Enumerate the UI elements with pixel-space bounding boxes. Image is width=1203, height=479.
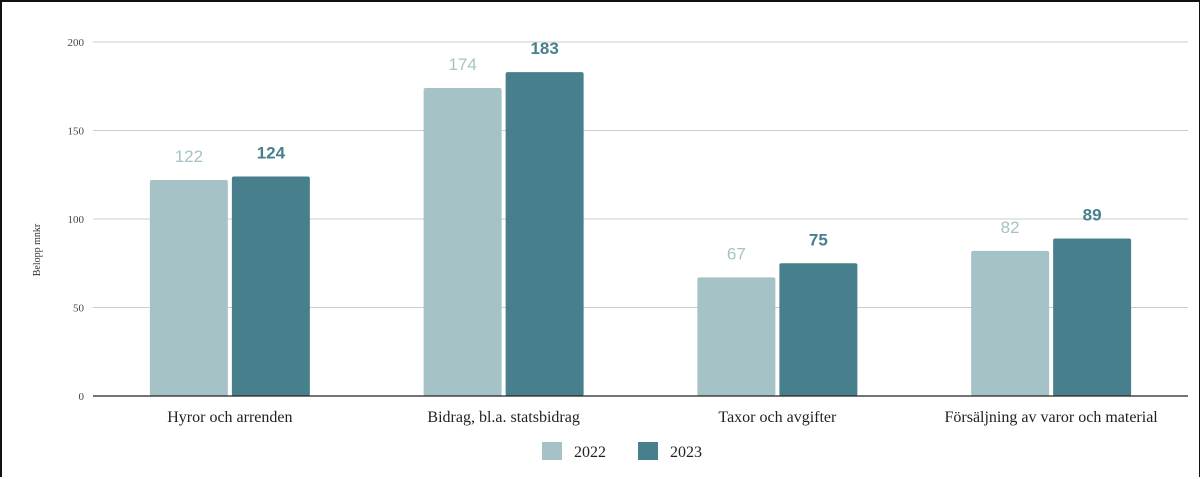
bars bbox=[149, 72, 1132, 397]
legend-swatch-2022 bbox=[542, 442, 562, 460]
data-label-2023-4: 89 bbox=[1083, 205, 1102, 224]
y-tick-label: 50 bbox=[73, 303, 85, 315]
x-category-label: Hyror och arrenden bbox=[167, 409, 292, 426]
y-axis-ticks: 0 50 100 150 200 bbox=[68, 37, 85, 403]
data-label-2022-1: 122 bbox=[175, 147, 203, 166]
bar-2022-2 bbox=[423, 88, 502, 397]
data-label-2022-3: 67 bbox=[727, 244, 746, 263]
data-label-2022-4: 82 bbox=[1001, 218, 1020, 237]
x-category-label: Försäljning av varor och material bbox=[944, 409, 1158, 426]
x-category-label: Taxor och avgifter bbox=[718, 409, 837, 426]
y-tick-label: 0 bbox=[79, 391, 85, 403]
data-label-2023-1: 124 bbox=[257, 144, 286, 163]
y-tick-label: 150 bbox=[68, 126, 85, 138]
bar-2023-2 bbox=[505, 72, 584, 396]
bar-2023-4 bbox=[1053, 238, 1132, 396]
legend-label-2023: 2023 bbox=[670, 444, 702, 461]
legend-swatch-2023 bbox=[638, 442, 658, 460]
data-label-2023-2: 183 bbox=[530, 39, 558, 58]
bar-2022-4 bbox=[971, 250, 1050, 396]
x-axis-categories: Hyror och arrenden Bidrag, bl.a. statsbid… bbox=[167, 409, 1158, 426]
y-tick-label: 100 bbox=[68, 214, 85, 226]
x-category-label: Bidrag, bl.a. statsbidrag bbox=[427, 409, 579, 426]
data-label-2022-2: 174 bbox=[448, 55, 476, 74]
y-tick-label: 200 bbox=[68, 37, 85, 49]
data-labels: 122 124 174 183 67 75 82 89 bbox=[175, 39, 1102, 263]
data-label-2023-3: 75 bbox=[809, 230, 828, 249]
legend: 2022 2023 bbox=[542, 442, 702, 461]
bar-2023-1 bbox=[231, 176, 310, 396]
y-axis-label: Belopp mnkr bbox=[32, 223, 43, 276]
bar-2022-1 bbox=[149, 180, 228, 396]
bar-2023-3 bbox=[779, 263, 858, 396]
bar-2022-3 bbox=[697, 277, 776, 396]
legend-label-2022: 2022 bbox=[574, 444, 606, 461]
